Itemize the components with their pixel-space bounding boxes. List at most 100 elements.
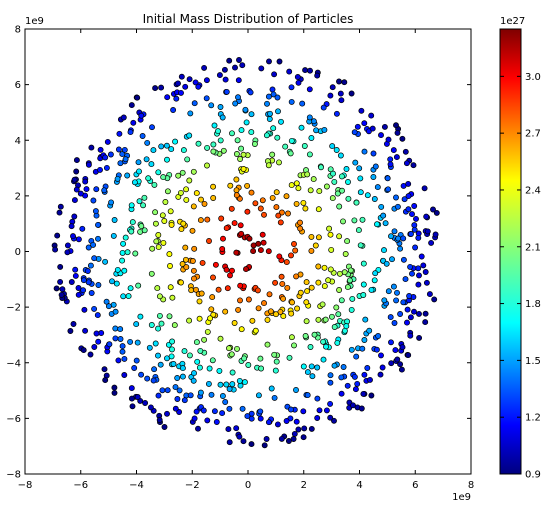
scatter-point (128, 102, 135, 109)
scatter-point (338, 374, 345, 381)
y-tick-label: −6 (6, 414, 21, 425)
scatter-point (291, 430, 298, 437)
scatter-point (331, 362, 338, 369)
scatter-point (204, 417, 211, 424)
scatter-point (273, 189, 280, 196)
colorbar-tick-label: 3.0 (525, 72, 541, 83)
scatter-point (91, 305, 98, 312)
scatter-point (199, 259, 206, 266)
scatter-point (209, 357, 216, 364)
scatter-point (415, 265, 422, 272)
scatter-point (163, 142, 170, 149)
scatter-point (122, 234, 129, 241)
scatter-point (428, 239, 435, 246)
scatter-point (329, 143, 336, 150)
scatter-point (364, 365, 371, 371)
scatter-point (303, 299, 310, 306)
scatter-point (206, 238, 212, 244)
scatter-point (284, 284, 291, 291)
scatter-point (160, 174, 167, 181)
scatter-point (133, 321, 140, 328)
scatter-point (234, 345, 240, 352)
scatter-point (240, 166, 247, 172)
scatter-point (306, 114, 313, 121)
colorbar-gradient (499, 28, 522, 475)
x-tick-label: 2 (301, 480, 307, 491)
scatter-point (393, 297, 400, 304)
scatter-point (320, 338, 327, 345)
scatter-point (351, 129, 358, 136)
scatter-point (310, 176, 317, 183)
scatter-point (124, 249, 131, 256)
scatter-point (258, 365, 265, 372)
scatter-point (407, 314, 414, 321)
scatter-point (431, 296, 438, 303)
scatter-point (277, 219, 284, 226)
scatter-point (243, 119, 250, 126)
scatter-point (168, 353, 175, 360)
scatter-point (80, 287, 87, 294)
scatter-point (115, 146, 122, 153)
scatter-point (273, 358, 280, 365)
scatter-point (411, 308, 417, 315)
scatter-point (56, 209, 63, 216)
scatter-point (387, 314, 394, 321)
scatter-point (178, 89, 184, 96)
scatter-point (304, 288, 311, 295)
scatter-point (328, 313, 335, 320)
scatter-point (387, 161, 394, 168)
scatter-point (128, 395, 135, 402)
y-offset-label: 1e9 (25, 16, 44, 27)
scatter-point (80, 277, 87, 284)
scatter-point (91, 255, 98, 262)
scatter-point (222, 308, 229, 315)
scatter-point (129, 403, 136, 410)
scatter-point (293, 200, 300, 207)
scatter-point (191, 415, 198, 422)
scatter-point (359, 216, 366, 223)
scatter-point (81, 306, 88, 313)
scatter-point (237, 282, 244, 289)
scatter-point (161, 218, 168, 224)
scatter-point (155, 392, 162, 399)
scatter-point (156, 312, 163, 319)
scatter-point (187, 110, 194, 117)
scatter-point (237, 222, 244, 229)
scatter-point (271, 351, 278, 358)
scatter-point (146, 344, 153, 351)
scatter-point (255, 392, 262, 399)
scatter-point (133, 357, 140, 364)
scatter-point (271, 71, 278, 78)
scatter-point (227, 272, 233, 279)
scatter-point (273, 204, 280, 211)
scatter-point (364, 192, 371, 199)
scatter-point (114, 175, 121, 182)
scatter-point (93, 186, 100, 193)
scatter-point (170, 107, 177, 113)
scatter-point (196, 315, 203, 322)
scatter-point (265, 419, 272, 426)
scatter-point (204, 216, 211, 223)
scatter-point (346, 277, 353, 284)
scatter-point (103, 164, 110, 171)
scatter-point (282, 143, 289, 150)
scatter-point (84, 268, 91, 274)
scatter-point (192, 79, 199, 86)
y-tick-label: 2 (15, 191, 21, 202)
scatter-point (295, 185, 302, 192)
scatter-point (105, 303, 112, 310)
scatter-point (208, 391, 215, 398)
scatter-point (139, 133, 146, 139)
scatter-point (95, 282, 102, 288)
scatter-point (351, 373, 358, 380)
scatter-point (266, 291, 273, 298)
scatter-point (371, 196, 378, 202)
scatter-point (77, 190, 84, 197)
scatter-point (198, 196, 204, 203)
scatter-point (238, 145, 245, 152)
scatter-point (288, 182, 295, 189)
scatter-point (293, 418, 300, 425)
scatter-point (250, 242, 257, 249)
scatter-point (288, 310, 295, 317)
scatter-point (73, 168, 80, 175)
